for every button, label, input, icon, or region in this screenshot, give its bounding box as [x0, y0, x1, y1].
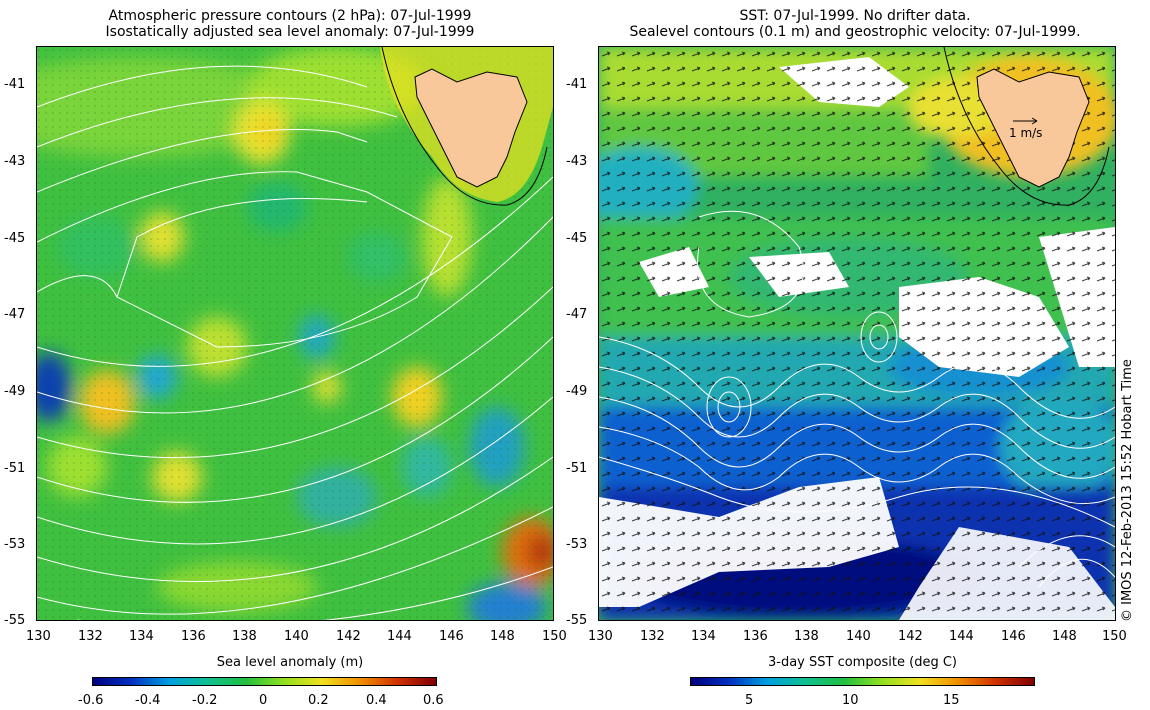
left-x-tick: 132 [78, 629, 103, 644]
left-colorbar [92, 677, 437, 686]
right-x-tick: 148 [1052, 629, 1077, 644]
left-y-tick: -53 [4, 537, 26, 552]
left-x-tick: 134 [129, 629, 154, 644]
left-x-tick: 144 [387, 629, 412, 644]
left-map-svg [37, 47, 553, 620]
left-colorbar-tick: 0.2 [308, 693, 329, 708]
imos-credit: © IMOS 12-Feb-2013 15:52 Hobart Time [1120, 359, 1135, 622]
left-x-tick: 150 [542, 629, 567, 644]
left-y-tick: -51 [4, 461, 26, 476]
right-x-tick: 136 [743, 629, 768, 644]
left-title-line2: Isostatically adjusted sea level anomaly… [105, 24, 475, 40]
pressure-contours [37, 65, 553, 620]
right-x-tick: 132 [640, 629, 665, 644]
left-colorbar-tick: -0.4 [135, 693, 161, 708]
left-x-tick: 136 [181, 629, 206, 644]
left-colorbar-tick: 0.4 [366, 693, 387, 708]
left-title-line1: Atmospheric pressure contours (2 hPa): 0… [108, 8, 472, 24]
right-map-svg [599, 47, 1115, 620]
right-y-tick: -45 [566, 231, 588, 246]
right-colorbar-label: 3-day SST composite (deg C) [767, 655, 958, 670]
right-x-tick: 142 [898, 629, 923, 644]
left-colorbar-tick: 0.6 [423, 693, 444, 708]
left-x-tick: 142 [336, 629, 361, 644]
right-x-tick: 146 [1001, 629, 1026, 644]
left-y-tick: -47 [4, 307, 26, 322]
right-y-tick: -47 [566, 307, 588, 322]
right-title-line1: SST: 07-Jul-1999. No drifter data. [739, 8, 971, 24]
right-x-tick: 150 [1102, 629, 1127, 644]
left-x-tick: 138 [232, 629, 257, 644]
left-x-tick: 146 [439, 629, 464, 644]
left-colorbar-label: Sea level anomaly (m) [216, 655, 364, 670]
right-x-tick: 140 [846, 629, 871, 644]
velocity-scale-arrow [1013, 117, 1038, 125]
right-y-tick: -43 [566, 154, 588, 169]
right-x-tick: 130 [588, 629, 613, 644]
right-colorbar [690, 677, 1035, 686]
tasmania-land [380, 47, 553, 206]
left-y-tick: -45 [4, 231, 26, 246]
right-x-tick: 138 [794, 629, 819, 644]
left-y-tick: -55 [4, 613, 26, 628]
left-map [37, 47, 553, 620]
left-y-tick: -49 [4, 384, 26, 399]
left-x-tick: 140 [284, 629, 309, 644]
right-y-tick: -41 [566, 77, 588, 92]
right-y-tick: -53 [566, 537, 588, 552]
right-colorbar-tick: 15 [943, 693, 960, 708]
right-x-tick: 134 [691, 629, 716, 644]
right-y-tick: -51 [566, 461, 588, 476]
left-x-tick: 130 [26, 629, 51, 644]
left-y-tick: -41 [4, 77, 26, 92]
right-colorbar-tick: 10 [842, 693, 859, 708]
right-colorbar-tick: 5 [745, 693, 754, 708]
right-y-tick: -55 [566, 613, 588, 628]
right-map: 1 m/s [599, 47, 1115, 620]
velocity-scale-label: 1 m/s [1009, 126, 1043, 140]
right-title-line2: Sealevel contours (0.1 m) and geostrophi… [629, 24, 1081, 40]
left-colorbar-tick: -0.2 [192, 693, 218, 708]
sealevel-contours [599, 210, 1115, 588]
left-colorbar-tick: -0.6 [78, 693, 104, 708]
tasmania-land-sst [943, 47, 1110, 206]
right-y-tick: -49 [566, 384, 588, 399]
left-colorbar-tick: 0 [259, 693, 268, 708]
left-y-tick: -43 [4, 154, 26, 169]
right-x-tick: 144 [949, 629, 974, 644]
left-x-tick: 148 [490, 629, 515, 644]
